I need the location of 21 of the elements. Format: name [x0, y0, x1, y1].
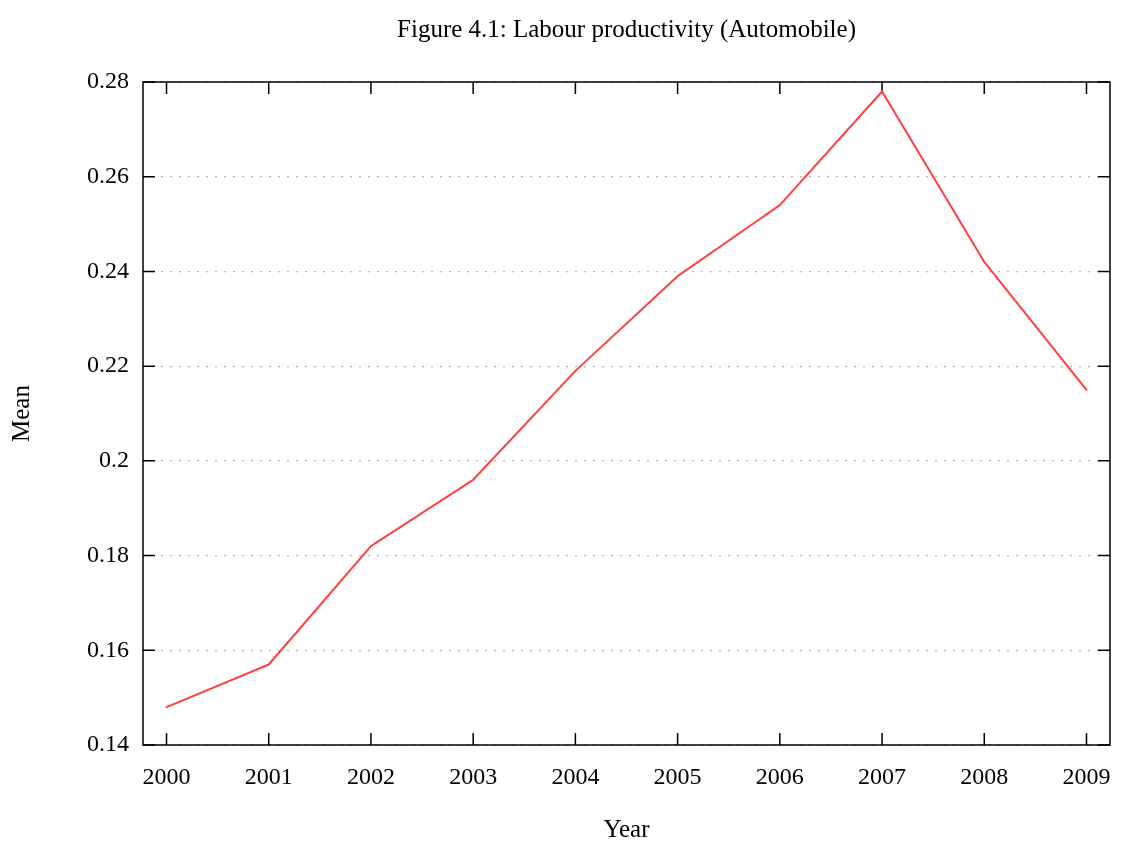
y-tick-label: 0.14	[87, 730, 129, 757]
x-tick-label: 2002	[346, 762, 395, 789]
y-tick-label: 0.22	[87, 351, 129, 378]
y-tick-label: 0.24	[87, 256, 129, 283]
x-tick-label: 2000	[142, 762, 191, 789]
x-tick-label: 2005	[653, 762, 702, 789]
x-tick-label: 2003	[449, 762, 498, 789]
y-tick-label: 0.2	[99, 446, 129, 473]
x-tick-label: 2004	[551, 762, 600, 789]
x-tick-label: 2009	[1062, 762, 1111, 789]
y-tick-label: 0.26	[87, 162, 129, 189]
chart-title: Figure 4.1: Labour productivity (Automobile)	[397, 14, 856, 43]
x-tick-label: 2008	[960, 762, 1009, 789]
x-axis-title: Year	[603, 814, 651, 842]
y-tick-label: 0.28	[87, 67, 129, 94]
y-tick-label: 0.16	[87, 635, 129, 662]
x-tick-label: 2001	[244, 762, 293, 789]
x-tick-label: 2007	[858, 762, 907, 789]
y-axis-title: Mean	[6, 384, 34, 442]
x-tick-label: 2006	[755, 762, 804, 789]
y-tick-label: 0.18	[87, 540, 129, 567]
